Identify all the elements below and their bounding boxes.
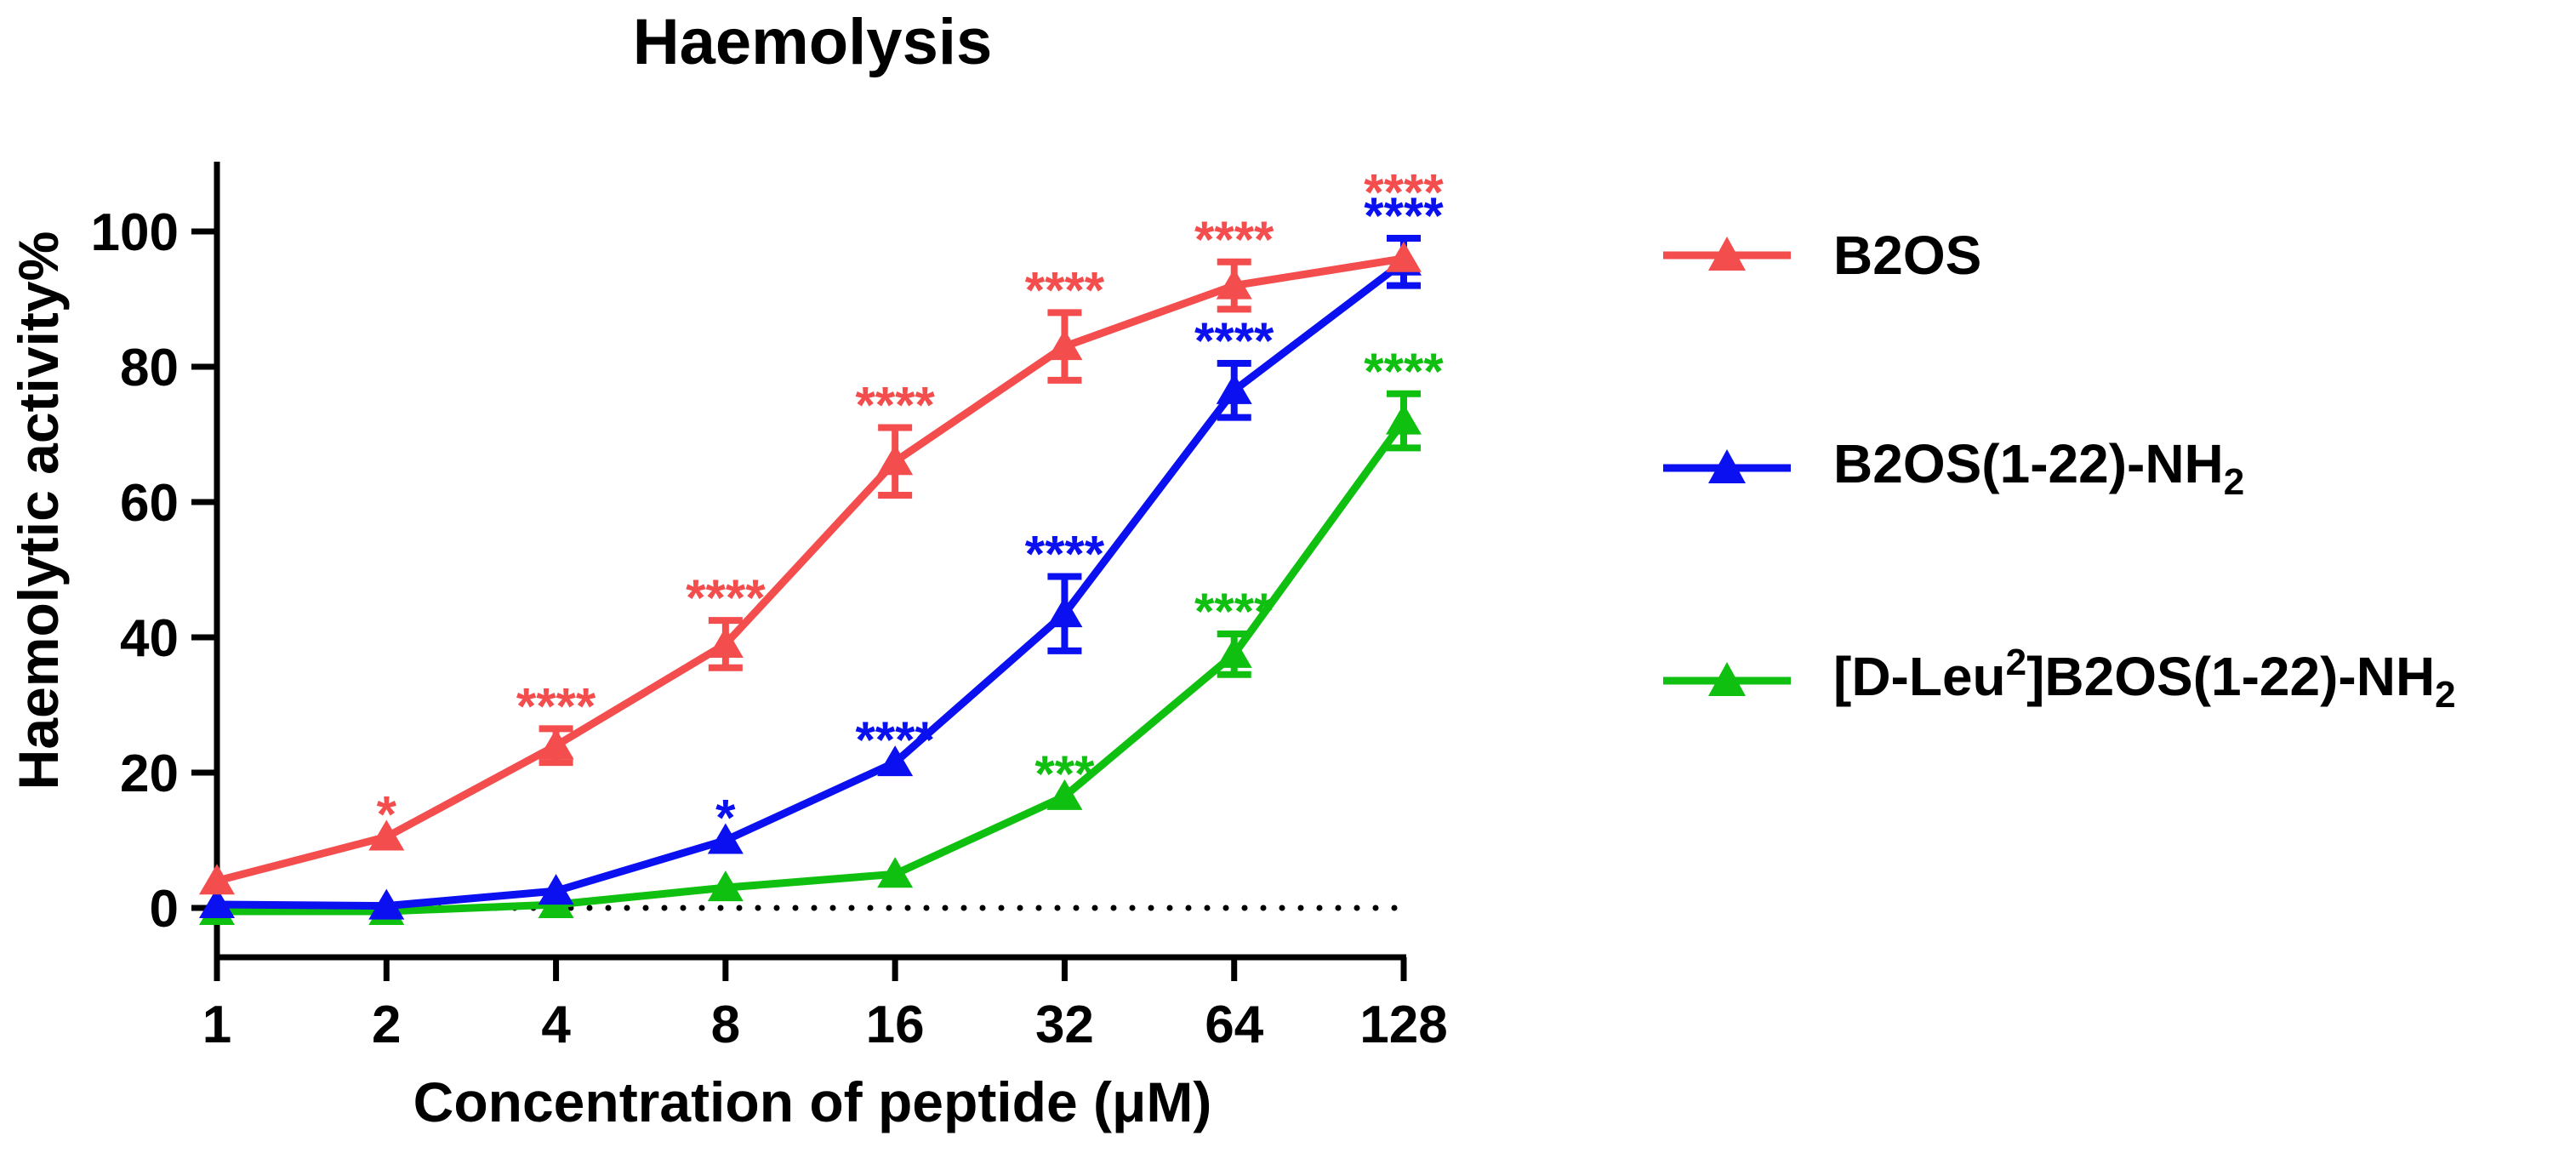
significance-label-b2os-1-22-nh2: **** xyxy=(1194,312,1274,369)
series-line-d-leu2-b2os-1-22-nh2 xyxy=(217,418,1407,916)
x-tick-label: 64 xyxy=(1205,996,1263,1054)
significance-label-b2os: **** xyxy=(1025,261,1105,318)
data-point-b2os xyxy=(538,728,574,760)
significance-label-b2os-1-22-nh2: **** xyxy=(1025,525,1105,582)
significance-label-b2os-1-22-nh2: * xyxy=(715,790,736,847)
legend-label-prefix: [D-Leu xyxy=(1833,646,2006,707)
significance-label-b2os: **** xyxy=(686,569,766,626)
legend-label-middle: ]B2OS(1-22)-NH xyxy=(2026,646,2436,707)
x-tick-label: 4 xyxy=(541,996,571,1054)
y-tick-label: 100 xyxy=(91,203,179,262)
significance-label-d-leu2-b2os-1-22-nh2: **** xyxy=(1194,583,1274,640)
x-tick-label: 1 xyxy=(202,996,231,1054)
data-point-b2os xyxy=(368,819,405,851)
y-tick-label: 60 xyxy=(120,474,179,533)
significance-label-d-leu2-b2os-1-22-nh2: *** xyxy=(1034,745,1095,802)
significance-label-b2os: **** xyxy=(855,377,935,434)
data-point-d-leu2-b2os-1-22-nh2 xyxy=(877,857,914,888)
significance-label-b2os-1-22-nh2: **** xyxy=(1364,187,1444,244)
series-line-b2os xyxy=(215,254,1405,885)
series-line-b2os-1-22-nh2 xyxy=(216,259,1406,910)
legend-label-b2os: B2OS xyxy=(1833,225,1982,286)
data-point-b2os xyxy=(1046,329,1083,361)
legend: B2OS B2OS(1-22)-NH2 [D-Leu2]B2OS(1-22)-N… xyxy=(1663,200,2573,838)
x-axis-label: Concentration of peptide (μM) xyxy=(413,1070,1212,1133)
x-tick-label: 16 xyxy=(866,996,925,1054)
data-point-b2os xyxy=(707,626,744,658)
data-point-b2os xyxy=(1216,268,1252,300)
y-tick-label: 80 xyxy=(120,339,179,397)
data-point-b2os-1-22-nh2 xyxy=(199,887,235,919)
y-tick-label: 0 xyxy=(150,880,179,939)
data-point-b2os-1-22-nh2 xyxy=(1046,596,1083,628)
legend-label-subscript: 2 xyxy=(2435,674,2456,716)
data-point-d-leu2-b2os-1-22-nh2 xyxy=(707,870,744,902)
y-tick-label: 20 xyxy=(120,745,179,803)
legend-label-subscript: 2 xyxy=(2223,461,2245,503)
legend-label-superscript: 2 xyxy=(2005,642,2027,683)
data-point-d-leu2-b2os-1-22-nh2 xyxy=(1216,636,1252,668)
significance-label-b2os: **** xyxy=(1194,211,1274,268)
legend-swatch-b2os-1-22-nh2 xyxy=(1663,449,1791,483)
x-tick-label: 32 xyxy=(1035,996,1094,1054)
legend-item-b2os-1-22-nh2[interactable]: B2OS(1-22)-NH2 xyxy=(1663,413,2573,523)
data-point-b2os xyxy=(877,444,914,476)
y-tick-label: 40 xyxy=(120,609,179,668)
significance-label-b2os-1-22-nh2: **** xyxy=(855,711,935,768)
legend-item-d-leu2-b2os-1-22-nh2[interactable]: [D-Leu2]B2OS(1-22)-NH2 xyxy=(1663,625,2573,736)
data-point-b2os xyxy=(199,864,235,895)
significance-label-b2os: **** xyxy=(516,677,596,734)
data-point-b2os-1-22-nh2 xyxy=(368,888,405,920)
data-point-b2os-1-22-nh2 xyxy=(707,823,744,854)
data-point-d-leu2-b2os-1-22-nh2 xyxy=(1046,779,1083,810)
legend-label-d-leu2-b2os-1-22-nh2: [D-Leu2]B2OS(1-22)-NH2 xyxy=(1833,642,2456,716)
significance-label-b2os: * xyxy=(377,786,397,843)
significance-label-b2os: **** xyxy=(1364,163,1444,220)
data-point-b2os-1-22-nh2 xyxy=(538,874,574,905)
y-axis-label: Haemolytic activity% xyxy=(7,231,70,790)
legend-label-main: B2OS(1-22)-NH xyxy=(1833,433,2224,494)
x-tick-label: 8 xyxy=(711,996,740,1054)
legend-item-b2os[interactable]: B2OS xyxy=(1663,200,2573,311)
data-point-d-leu2-b2os-1-22-nh2 xyxy=(1386,403,1422,435)
x-tick-label: 128 xyxy=(1359,996,1447,1054)
legend-swatch-b2os xyxy=(1663,237,1791,271)
legend-swatch-d-leu2-b2os-1-22-nh2 xyxy=(1663,662,1791,696)
significance-label-d-leu2-b2os-1-22-nh2: **** xyxy=(1364,343,1444,400)
data-point-b2os xyxy=(1386,241,1422,272)
data-point-b2os-1-22-nh2 xyxy=(1216,373,1252,404)
chart-title: Haemolysis xyxy=(633,6,992,78)
legend-label-b2os-1-22-nh2: B2OS(1-22)-NH2 xyxy=(1833,432,2244,504)
data-point-b2os-1-22-nh2 xyxy=(877,745,914,777)
x-tick-label: 2 xyxy=(372,996,401,1054)
